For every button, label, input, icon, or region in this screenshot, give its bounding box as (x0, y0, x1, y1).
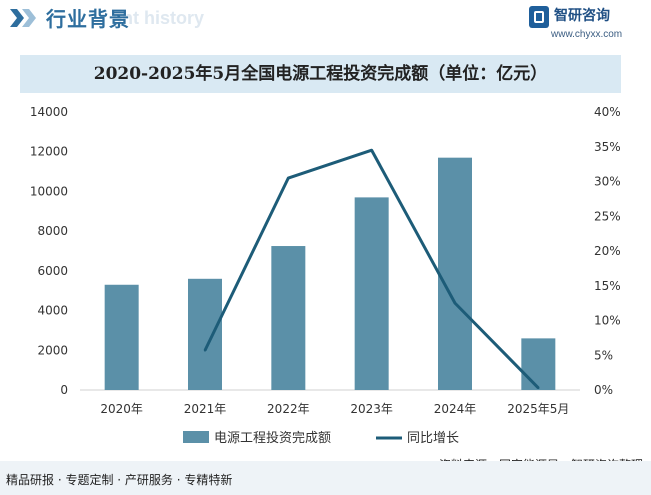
legend-line-label: 同比增长 (407, 431, 459, 446)
x-tick-label: 2024年 (434, 402, 477, 416)
legend-bar-label: 电源工程投资完成额 (214, 430, 331, 446)
x-tick-label: 2020年 (100, 402, 143, 416)
y2-tick-label: 25% (594, 209, 621, 223)
bar (438, 157, 472, 390)
x-tick-label: 2022年 (267, 402, 310, 416)
page-footer: 精品研报 · 专题定制 · 产研服务 · 专精特新 (0, 461, 651, 495)
x-tick-label: 2023年 (350, 402, 393, 416)
line-point (453, 301, 457, 305)
header-ghost-text: ent history (112, 8, 205, 28)
y2-tick-label: 40% (594, 105, 621, 119)
line-point (370, 149, 373, 152)
y2-tick-label: 10% (594, 314, 621, 328)
x-tick-label: 2021年 (184, 402, 227, 416)
y-tick-label: 14000 (30, 105, 68, 119)
bar (104, 284, 139, 390)
logo-icon (529, 6, 549, 28)
line-point (203, 349, 207, 352)
legend-bar-swatch (183, 431, 209, 443)
y2-tick-label: 35% (594, 140, 621, 154)
y-tick-label: 8000 (37, 224, 68, 238)
line-point (287, 176, 290, 180)
logo-name: 智研咨询 (554, 8, 610, 24)
logo-url: www.chyxx.com (551, 29, 623, 40)
chart-title-bar: 2020-2025年5月全国电源工程投资完成额（单位：亿元） (20, 55, 621, 93)
bar (521, 338, 556, 390)
y-tick-label: 6000 (37, 264, 68, 278)
page-header: ent history 行业背景 智研咨询 www.chyxx.com (0, 0, 651, 40)
x-tick-label: 2025年5月 (507, 402, 569, 416)
y-tick-label: 0 (60, 383, 68, 397)
y2-tick-label: 0% (594, 383, 613, 397)
y-tick-label: 12000 (30, 145, 68, 159)
y-tick-label: 2000 (37, 343, 68, 357)
y2-tick-label: 30% (594, 175, 621, 189)
y-tick-label: 4000 (37, 304, 68, 318)
header-chevron-icon (10, 9, 36, 27)
section-title: 行业背景 (46, 7, 130, 31)
bar (271, 246, 306, 390)
combo-chart: 0 2000 4000 6000 8000 10000 12000 14000 0% 5% 10% 1… (30, 105, 621, 446)
bar (188, 278, 222, 390)
y-tick-label: 10000 (30, 184, 68, 198)
footer-tagline: 精品研报 · 专题定制 · 产研服务 · 专精特新 (6, 473, 233, 487)
y2-tick-label: 5% (594, 348, 613, 362)
bar (354, 197, 389, 390)
y2-tick-label: 20% (594, 244, 621, 258)
brand-logo: 智研咨询 www.chyxx.com (529, 5, 639, 41)
chart-title: 2020-2025年5月全国电源工程投资完成额（单位：亿元） (93, 64, 548, 84)
line-point (537, 386, 540, 390)
y2-tick-label: 15% (594, 279, 621, 293)
